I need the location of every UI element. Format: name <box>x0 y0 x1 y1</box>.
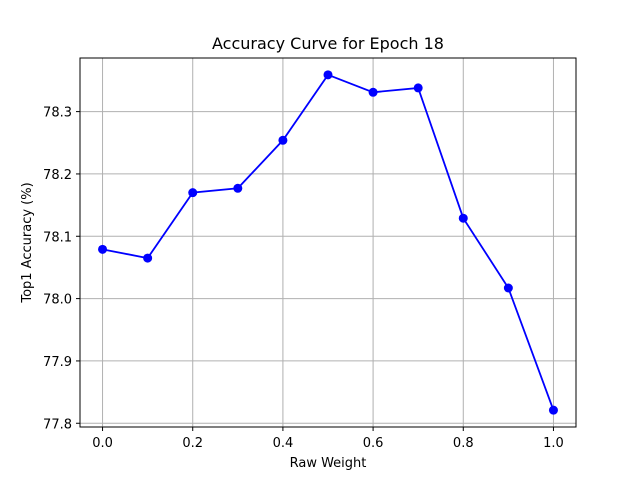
y-tick-label: 78.1 <box>43 230 72 245</box>
data-point <box>323 70 333 80</box>
data-point <box>548 405 558 415</box>
data-point <box>143 253 153 263</box>
y-axis-label: Top1 Accuracy (%) <box>20 182 35 303</box>
data-point <box>278 135 288 145</box>
data-point <box>233 183 243 193</box>
x-tick-label: 0.8 <box>453 436 474 451</box>
tick-layer: 0.0 0.2 0.4 0.6 0.8 1.0 77.8 77.9 78.0 78.1 78.2 78… <box>43 106 564 451</box>
y-tick-label: 77.9 <box>43 355 72 370</box>
x-tick-label: 0.0 <box>92 436 113 451</box>
x-tick-label: 0.2 <box>182 436 203 451</box>
plot-frame <box>79 57 577 428</box>
chart-title: Accuracy Curve for Epoch 18 <box>212 34 444 53</box>
y-tick-label: 77.8 <box>43 417 72 432</box>
grid-layer <box>80 58 576 427</box>
data-point <box>98 244 108 254</box>
y-tick-label: 78.2 <box>43 168 72 183</box>
data-point <box>458 213 468 223</box>
x-axis-label: Raw Weight <box>290 456 367 471</box>
data-point <box>368 87 378 97</box>
data-point <box>188 188 198 198</box>
x-tick-label: 0.4 <box>273 436 294 451</box>
x-tick-label: 1.0 <box>543 436 564 451</box>
data-point <box>503 283 513 293</box>
y-tick-label: 78.0 <box>43 293 72 308</box>
data-point <box>413 83 423 93</box>
x-tick-label: 0.6 <box>363 436 384 451</box>
y-tick-label: 78.3 <box>43 106 72 121</box>
series-layer <box>98 70 558 415</box>
